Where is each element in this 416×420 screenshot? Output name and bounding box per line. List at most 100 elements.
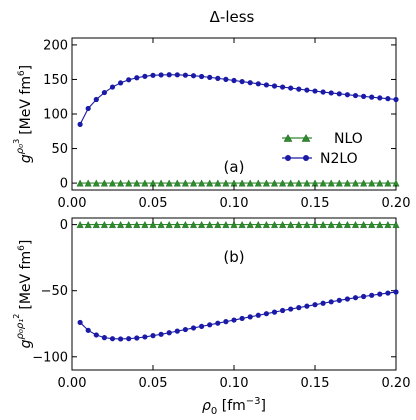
legend-n2lo-label: N2LO [320,151,358,167]
data-point-nlo [125,179,133,187]
legend-nlo-label: NLO [334,131,363,147]
data-point-nlo [238,179,246,187]
data-point-n2lo [118,80,124,86]
data-point-n2lo [134,75,140,81]
data-point-nlo [376,220,384,229]
panel-b-ylabel-g: g [18,339,34,348]
panel-a-tag: (a) [224,158,245,176]
data-point-n2lo [174,72,180,78]
legend-nlo-marker [301,133,311,142]
data-point-nlo [246,179,254,187]
data-point-n2lo [166,330,172,336]
data-point-n2lo [207,322,213,328]
data-point-nlo [246,220,254,229]
data-point-nlo [181,220,189,229]
data-point-n2lo [118,336,124,342]
panel-a-series [76,72,400,187]
data-point-n2lo [85,105,91,112]
panel-a: 0 50 100 150 200 (a) gρ₀3[MeV fm6] NLO N2LO [12,37,400,192]
legend: NLO N2LO [282,131,363,167]
legend-n2lo-marker [303,155,309,161]
data-point-n2lo [126,336,132,342]
data-point-n2lo [304,303,310,309]
data-point-n2lo [280,84,286,90]
data-point-n2lo [77,319,83,326]
data-point-nlo [189,179,198,187]
x-tick-label: 0.20 [382,376,411,391]
data-point-n2lo [101,335,107,341]
data-point-nlo [279,179,287,187]
data-point-n2lo [344,92,350,98]
data-point-n2lo [150,72,156,78]
data-point-nlo [360,220,368,229]
data-point-n2lo [312,88,318,94]
y-tick-label: 150 [43,73,68,88]
data-point-n2lo [158,72,164,78]
data-point-n2lo [352,295,359,301]
data-point-n2lo [223,76,229,82]
data-point-n2lo [215,320,221,326]
data-point-n2lo [361,293,367,300]
x-tick-label: 0.05 [139,376,168,391]
data-point-nlo [335,220,343,229]
data-point-nlo [117,220,125,229]
data-point-nlo [279,220,287,229]
data-point-nlo [287,220,295,229]
data-point-nlo [181,179,189,187]
legend-n2lo-marker [285,155,291,161]
data-point-nlo [149,220,157,229]
data-point-n2lo [385,96,391,102]
x-axis-label: ρ0 [fm−3] [202,396,266,417]
data-point-nlo [214,179,222,187]
data-point-nlo [206,179,214,187]
data-point-n2lo [182,326,188,333]
y-tick-label: 0 [60,218,68,233]
data-point-nlo [335,179,343,187]
data-point-nlo [270,179,279,187]
data-point-nlo [295,220,303,229]
x-tick-label: 0.10 [220,196,249,211]
data-point-nlo [351,220,360,229]
y-tick-label: 200 [43,38,68,53]
y-tick-label: −50 [41,284,68,299]
data-point-nlo [92,179,100,187]
data-point-n2lo [174,328,180,334]
data-point-nlo [84,179,92,187]
data-point-nlo [117,179,125,187]
x-tick-label: 0.15 [301,196,330,211]
data-point-n2lo [93,332,99,338]
y-tick-label: 0 [60,177,68,192]
data-point-nlo [76,220,84,229]
data-point-n2lo [199,73,205,80]
data-point-n2lo [271,309,278,315]
data-point-n2lo [239,78,245,85]
x-tick-label: 0.05 [139,196,168,211]
data-point-nlo [157,179,165,187]
data-point-n2lo [85,327,91,333]
data-point-n2lo [280,307,286,314]
data-point-nlo [133,220,141,229]
x-tick-label: 0.00 [58,196,87,211]
legend-nlo-marker [283,133,293,142]
panel-a-ylabel: gρ₀3[MeV fm6] [12,65,34,163]
data-point-nlo [165,179,173,187]
panel-b-series [76,220,400,342]
data-point-n2lo [207,74,213,80]
data-point-nlo [189,220,198,229]
data-point-n2lo [385,290,391,296]
x-tick-label: 0.00 [58,376,87,391]
data-point-n2lo [255,81,261,87]
data-point-n2lo [126,77,132,83]
data-point-nlo [287,179,295,187]
data-point-nlo [198,220,206,229]
data-point-n2lo [271,83,278,89]
data-point-nlo [319,179,327,187]
data-point-n2lo [344,296,350,302]
data-point-nlo [262,220,270,229]
data-point-n2lo [231,77,237,84]
data-point-n2lo [361,93,367,99]
panel-b-ylabel: gρ₀ρ₁2[MeV fm6] [12,240,34,349]
data-point-n2lo [336,91,342,97]
data-point-n2lo [255,312,261,318]
x-tick-label: 0.15 [301,376,330,391]
